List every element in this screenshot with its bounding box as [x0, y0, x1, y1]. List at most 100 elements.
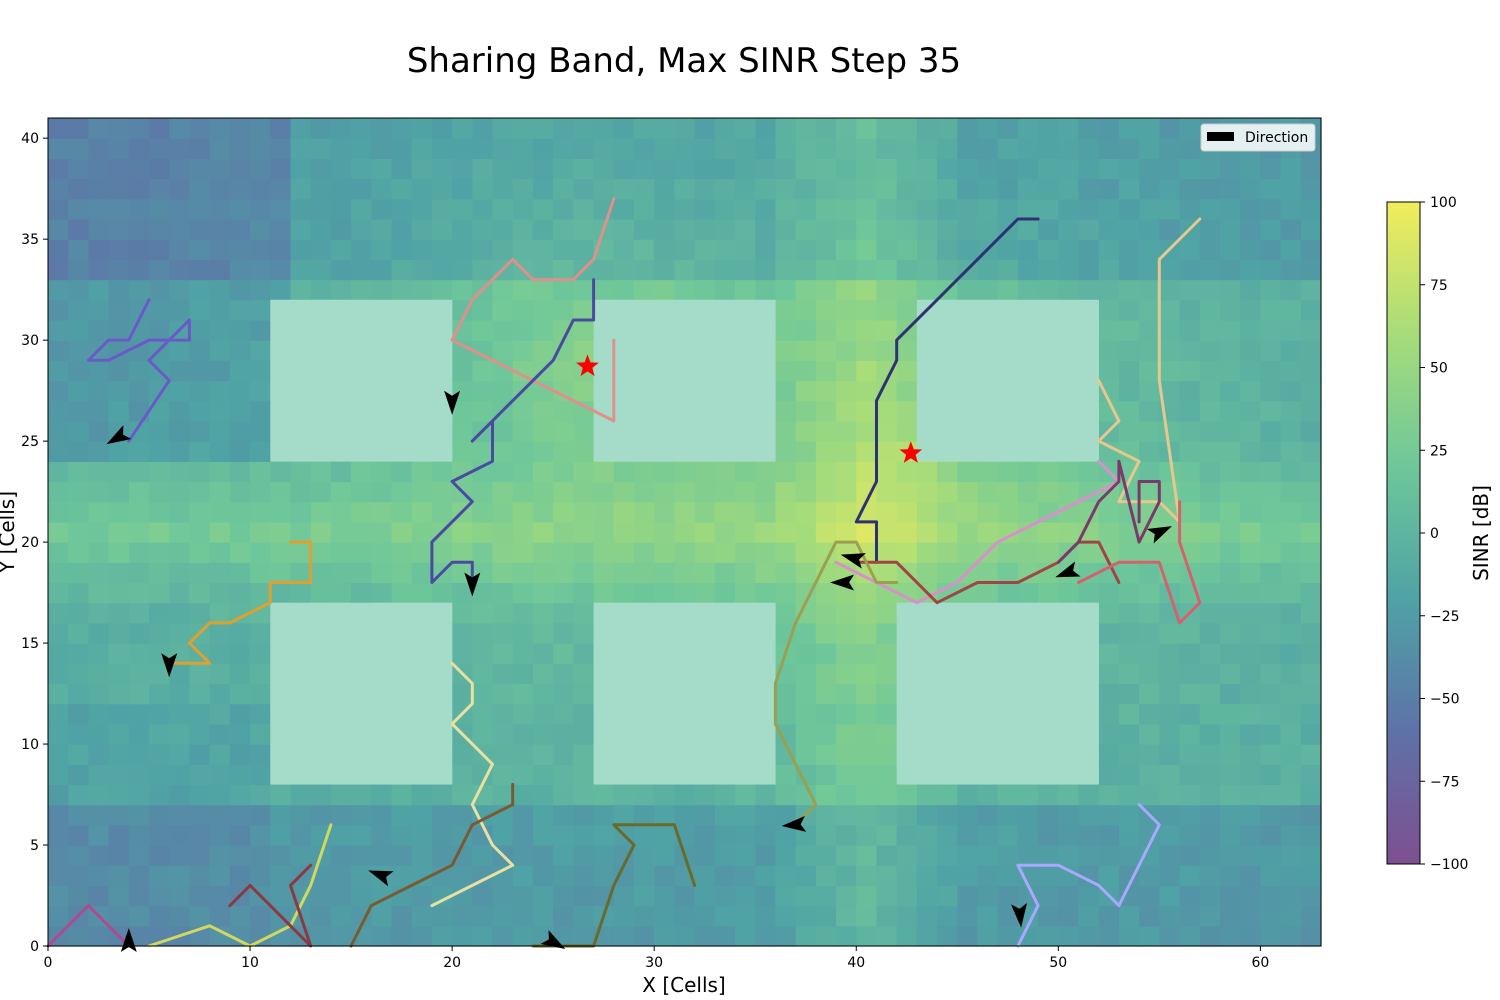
- heatmap-cell: [431, 118, 453, 139]
- heatmap-cell: [1038, 885, 1059, 907]
- heatmap-cell: [896, 239, 918, 260]
- heatmap-cell: [1300, 481, 1322, 503]
- heatmap-cell: [492, 319, 514, 341]
- heatmap-cell: [876, 259, 898, 281]
- heatmap-cell: [270, 501, 292, 523]
- heatmap-cell: [937, 845, 958, 866]
- heatmap-cell: [472, 380, 494, 402]
- heatmap-cell: [532, 602, 554, 624]
- heatmap-cell: [1240, 845, 1261, 866]
- heatmap-cell: [270, 925, 292, 947]
- heatmap-cell: [775, 138, 797, 159]
- heatmap-cell: [1280, 824, 1302, 846]
- heatmap-cell: [351, 279, 372, 301]
- heatmap-cell: [795, 521, 817, 543]
- heatmap-cell: [735, 865, 756, 887]
- heatmap-cell: [310, 481, 332, 503]
- heatmap-cell: [532, 299, 554, 321]
- heatmap-cell: [856, 804, 878, 826]
- heatmap-cell: [128, 723, 150, 745]
- heatmap-cell: [573, 481, 595, 503]
- heatmap-cell: [1280, 380, 1302, 402]
- direction-arrow: [368, 870, 394, 887]
- heatmap-cell: [452, 259, 473, 281]
- heatmap-cell: [48, 461, 69, 483]
- heatmap-cell: [694, 138, 716, 159]
- heatmap-cell: [613, 239, 635, 260]
- direction-arrow-head: [1146, 526, 1172, 544]
- heatmap-cell: [1038, 138, 1059, 159]
- heatmap-cell: [68, 764, 90, 786]
- heatmap-cell: [937, 239, 958, 260]
- heatmap-cell: [1280, 562, 1302, 584]
- heatmap-cell: [654, 461, 675, 483]
- heatmap-cell: [755, 824, 777, 846]
- heatmap-cell: [1118, 643, 1140, 664]
- heatmap-cell: [108, 764, 130, 786]
- heatmap-cell: [330, 925, 352, 947]
- heatmap-cell: [795, 683, 817, 705]
- heatmap-cell: [553, 118, 574, 139]
- heatmap-cell: [674, 784, 696, 806]
- heatmap-cell: [937, 784, 958, 806]
- heatmap-cell: [916, 845, 938, 866]
- heatmap-cell: [1078, 804, 1100, 826]
- heatmap-cell: [108, 400, 130, 422]
- heatmap-cell: [654, 521, 675, 543]
- heatmap-cell: [472, 158, 494, 180]
- heatmap-cell: [795, 723, 817, 745]
- heatmap-cell: [351, 905, 372, 927]
- heatmap-cell: [290, 158, 312, 180]
- heatmap-cell: [977, 784, 999, 806]
- heatmap-cell: [1017, 158, 1039, 180]
- heatmap-cell: [452, 158, 473, 180]
- heatmap-cell: [714, 279, 736, 301]
- heatmap-cell: [431, 845, 453, 866]
- heatmap-cell: [1300, 582, 1322, 604]
- heatmap-cell: [88, 542, 110, 563]
- heatmap-cell: [532, 158, 554, 180]
- heatmap-cell: [1139, 703, 1160, 725]
- heatmap-cell: [735, 158, 756, 180]
- heatmap-cell: [532, 703, 554, 725]
- heatmap-cell: [472, 441, 494, 462]
- heatmap-cell: [775, 340, 797, 361]
- heatmap-cell: [189, 198, 211, 220]
- heatmap-cell: [997, 784, 1019, 806]
- heatmap-cell: [1118, 885, 1140, 907]
- heatmap-cell: [512, 683, 534, 705]
- heatmap-cell: [1159, 784, 1181, 806]
- heatmap-cell: [1300, 400, 1322, 422]
- heatmap-cell: [1058, 865, 1080, 887]
- heatmap-cell: [1159, 683, 1181, 705]
- heatmap-cell: [856, 824, 878, 846]
- heatmap-cell: [775, 925, 797, 947]
- heatmap-cell: [815, 420, 837, 442]
- heatmap-cell: [957, 905, 979, 927]
- heatmap-cell: [755, 865, 777, 887]
- heatmap-cell: [674, 925, 696, 947]
- heatmap-cell: [633, 259, 655, 281]
- heatmap-cell: [916, 279, 938, 301]
- heatmap-cell: [1038, 865, 1059, 887]
- heatmap-cell: [1118, 360, 1140, 382]
- heatmap-cell: [856, 925, 878, 947]
- heatmap-cell: [68, 925, 90, 947]
- heatmap-cell: [189, 279, 211, 301]
- heatmap-cell: [553, 885, 574, 907]
- trajectory-line: [228, 863, 313, 948]
- heatmap-cell: [1300, 441, 1322, 462]
- y-tick-label: 5: [30, 838, 39, 854]
- heatmap-cell: [674, 501, 696, 523]
- heatmap-cell: [1179, 784, 1201, 806]
- heatmap-cell: [977, 562, 999, 584]
- heatmap-cell: [674, 279, 696, 301]
- heatmap-cell: [1300, 340, 1322, 361]
- heatmap-cell: [1159, 723, 1181, 745]
- heatmap-cell: [1199, 885, 1221, 907]
- heatmap-cell: [1260, 340, 1282, 361]
- heatmap-cell: [633, 865, 655, 887]
- heatmap-cell: [68, 643, 90, 664]
- heatmap-cell: [916, 218, 938, 240]
- heatmap-cell: [169, 118, 191, 139]
